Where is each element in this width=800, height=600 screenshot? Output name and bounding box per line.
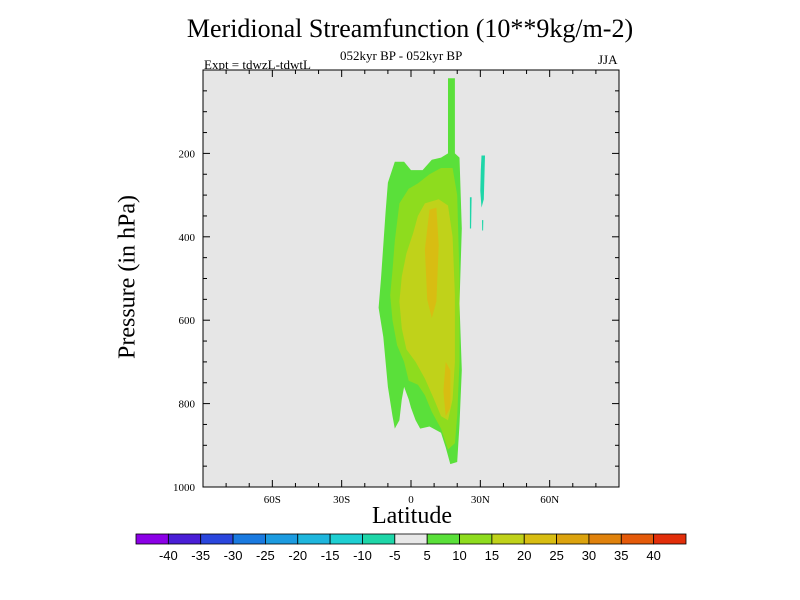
- y-tick-label: 800: [179, 399, 196, 411]
- y-tick-label: 1000: [173, 482, 196, 494]
- colorbar-box: [329, 533, 363, 545]
- colorbar-box: [394, 533, 428, 545]
- y-axis: 200 400 600 800 1000: [173, 90, 619, 494]
- colorbar-label: -40: [159, 548, 178, 563]
- colorbar-label: 5: [424, 548, 431, 563]
- colorbar-box: [491, 533, 525, 545]
- x-tick-label: 60N: [540, 494, 559, 506]
- contour-region-4: [443, 361, 451, 417]
- colorbar-box: [200, 533, 234, 545]
- contour-region-6: [469, 197, 472, 229]
- x-tick-label: 30S: [333, 494, 350, 506]
- colorbar-label: -15: [321, 548, 340, 563]
- colorbar-label: 30: [582, 548, 596, 563]
- chart-title: Meridional Streamfunction (10**9kg/m-2): [186, 14, 634, 43]
- colorbar-label: -20: [288, 548, 307, 563]
- chart-subtitle: 052kyr BP - 052kyr BP: [340, 48, 463, 63]
- colorbar-box: [362, 533, 396, 545]
- x-axis-label: Latitude: [372, 503, 452, 529]
- colorbar-box: [620, 533, 655, 545]
- colorbar-box: [297, 533, 331, 545]
- colorbar-box: [232, 533, 266, 545]
- colorbar-label: 35: [614, 548, 628, 563]
- season-label: JJA: [598, 52, 618, 67]
- x-tick-label: 0: [408, 494, 414, 506]
- colorbar-label: 40: [646, 548, 660, 563]
- colorbar-box: [556, 533, 590, 545]
- colorbar-box: [588, 533, 622, 545]
- experiment-label: Expt = tdwzL-tdwtL: [204, 57, 311, 72]
- x-axis: 60S 30S 0 30N 60N: [225, 70, 597, 506]
- colorbar-label: -5: [389, 548, 401, 563]
- y-tick-label: 600: [179, 315, 196, 327]
- colorbar-box: [523, 533, 557, 545]
- x-tick-label: 60S: [264, 494, 281, 506]
- colorbar-box: [265, 533, 299, 545]
- colorbar-box: [426, 533, 460, 545]
- colorbar-label: 20: [517, 548, 531, 563]
- colorbar-box: [167, 533, 202, 545]
- colorbar-label: -35: [191, 548, 210, 563]
- contour-region-3: [424, 207, 439, 319]
- y-tick-label: 400: [179, 232, 196, 244]
- colorbar-label: -30: [224, 548, 243, 563]
- colorbar-label: 15: [485, 548, 499, 563]
- colorbar-box: [135, 533, 169, 545]
- colorbar: -40 -35 -30 -25 -20 -15 -10 -5 5 10 15 20 25 30 35 40: [135, 533, 687, 563]
- contour-region-5: [480, 155, 485, 208]
- colorbar-box: [653, 533, 687, 545]
- colorbar-box: [459, 533, 493, 545]
- colorbar-label: 25: [549, 548, 563, 563]
- contour-region-2: [399, 199, 455, 421]
- contour-regions: [378, 78, 485, 465]
- colorbar-label: 10: [452, 548, 466, 563]
- contour-region-7: [482, 220, 484, 231]
- y-tick-label: 200: [179, 148, 196, 160]
- colorbar-label: -25: [256, 548, 275, 563]
- x-tick-label: 30N: [471, 494, 490, 506]
- colorbar-label: -10: [353, 548, 372, 563]
